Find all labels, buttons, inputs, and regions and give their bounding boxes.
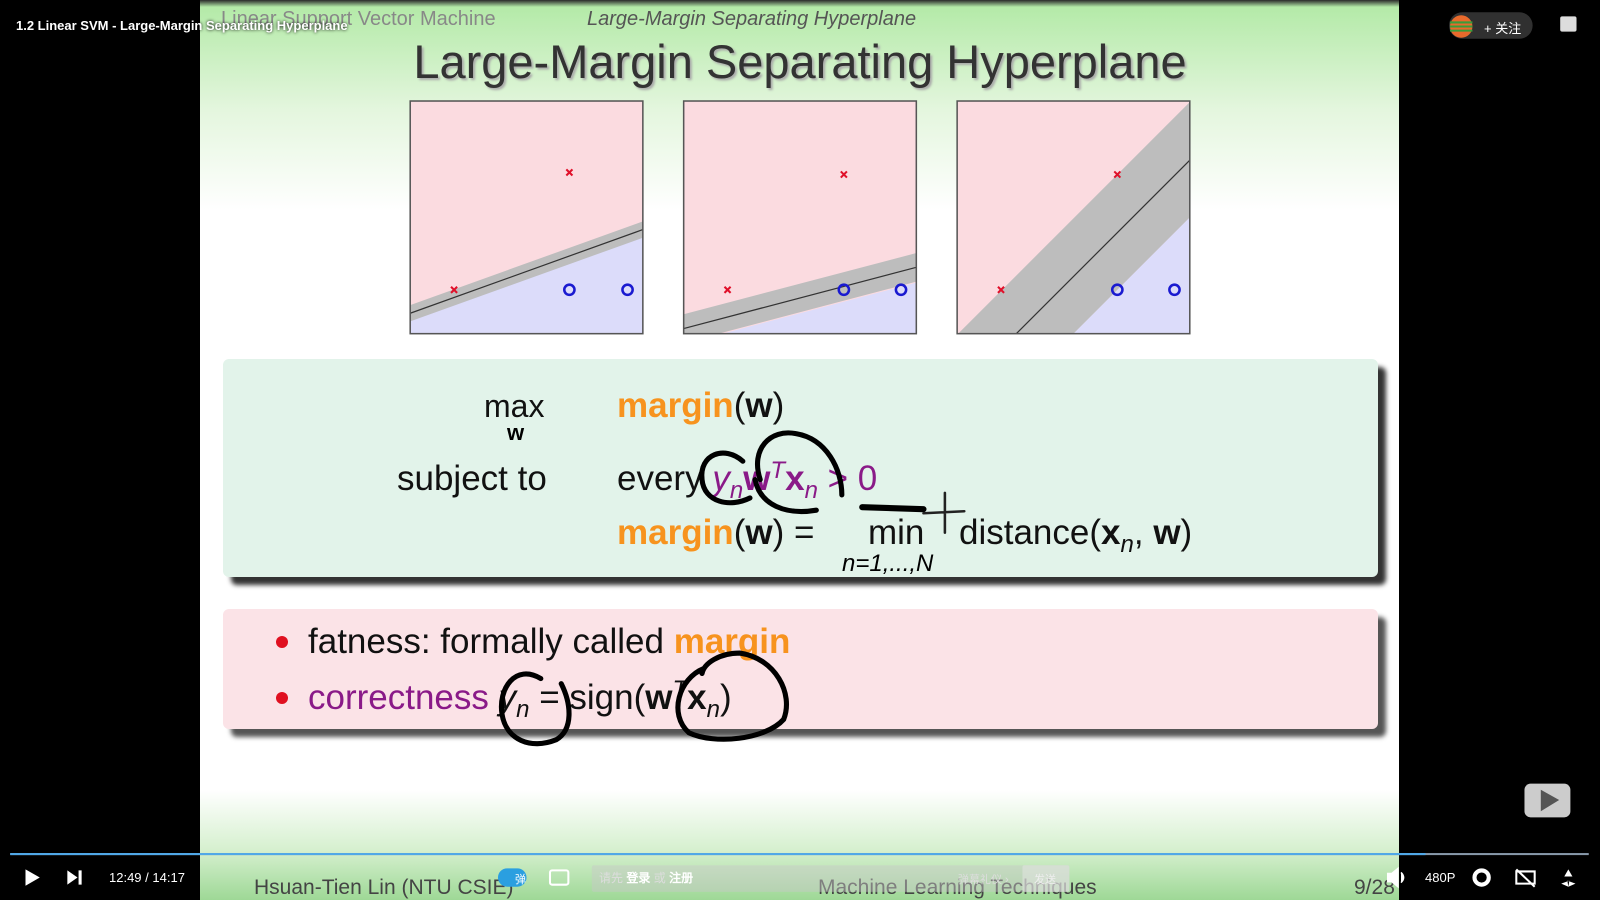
formula-box: [223, 359, 1378, 577]
quality-button[interactable]: 480P: [1425, 870, 1456, 885]
distance: distance(xn, w): [959, 513, 1193, 559]
danmaku-toggle-text[interactable]: 弹: [515, 874, 526, 886]
n: n: [804, 477, 818, 504]
time-display: 12:49 / 14:17: [109, 870, 185, 885]
next-button[interactable]: [67, 870, 82, 885]
margin-word: margin: [617, 513, 734, 552]
bullet: correctness yn = sign(wTxn): [308, 676, 732, 723]
max-sub: w: [507, 420, 525, 445]
settings-button[interactable]: [1472, 868, 1491, 887]
bullet-dot: [276, 692, 288, 704]
send-button[interactable]: [1022, 865, 1070, 892]
bullet-text: fatness: formally called: [308, 622, 674, 661]
handwriting: [498, 430, 966, 747]
help-icon[interactable]: [1560, 16, 1577, 32]
margin-word: margin: [617, 386, 734, 425]
login-link[interactable]: 登录: [626, 871, 651, 885]
video-title: 1.2 Linear SVM - Large-Margin Separating…: [16, 18, 348, 33]
paren: ): [719, 678, 732, 717]
bullet-dot: [276, 636, 288, 648]
w: w: [1153, 513, 1181, 552]
comma: ,: [1133, 513, 1154, 552]
progress-played: [10, 853, 1426, 856]
slide-header-left: Linear Support Vector Machine: [221, 8, 496, 30]
paren: (: [733, 513, 746, 552]
plot: [410, 101, 643, 334]
danmaku-settings[interactable]: [548, 869, 570, 886]
hint: 请先: [599, 871, 624, 885]
time-sep: /: [145, 870, 149, 885]
follow-text[interactable]: + 关注: [1484, 21, 1522, 36]
objective: margin(w): [617, 388, 784, 424]
y: y: [712, 459, 730, 498]
etiquette-link[interactable]: 弹幕礼仪 ›: [958, 874, 1009, 886]
sign: = sign(: [529, 678, 646, 717]
danmaku-toggle[interactable]: [497, 868, 527, 887]
paren: ): [772, 513, 785, 552]
slide-header-right: Large-Margin Separating Hyperplane: [587, 8, 917, 30]
paren: (: [733, 386, 746, 425]
definition: margin(w) =: [617, 515, 814, 551]
plot: [957, 101, 1190, 334]
max-label: max: [484, 388, 545, 424]
T: T: [770, 457, 786, 484]
plot: [683, 101, 917, 334]
volume-button[interactable]: [1386, 866, 1405, 889]
bullet-box: [223, 609, 1378, 729]
equals: =: [784, 513, 815, 552]
paren: ): [772, 386, 785, 425]
n: n: [1120, 531, 1134, 558]
register-link[interactable]: 注册: [669, 871, 694, 885]
input-hint: 请先 登录 或 注册: [599, 869, 693, 886]
w: w: [645, 678, 673, 717]
footer-page: 9/28: [1354, 876, 1395, 899]
x: x: [1101, 513, 1121, 552]
hint: 或: [653, 871, 666, 885]
every: every: [617, 459, 703, 498]
danmaku-off-button[interactable]: [1515, 868, 1536, 888]
n: n: [706, 696, 720, 723]
slide-title: Large-Margin Separating Hyperplane: [413, 35, 1187, 88]
w: w: [745, 513, 773, 552]
min-sub: n=1,...,N: [842, 550, 934, 577]
danmaku-input[interactable]: [591, 865, 1070, 892]
w: w: [745, 386, 773, 425]
play-button[interactable]: [25, 869, 40, 886]
time-total: 14:17: [152, 870, 185, 885]
paren: ): [1180, 513, 1193, 552]
time-current: 12:49: [109, 870, 142, 885]
x: x: [785, 459, 805, 498]
subject-to: subject to: [397, 459, 547, 498]
correctness-word: correctness: [308, 678, 489, 717]
x: x: [687, 678, 707, 717]
n: n: [729, 477, 744, 504]
distance-word: distance(: [959, 513, 1102, 552]
send-text[interactable]: 发送: [1034, 874, 1056, 886]
min: min: [868, 513, 925, 552]
n: n: [516, 696, 530, 723]
footer-author: Hsuan-Tien Lin (NTU CSIE): [254, 876, 514, 899]
fullscreen-button[interactable]: [1561, 869, 1576, 887]
